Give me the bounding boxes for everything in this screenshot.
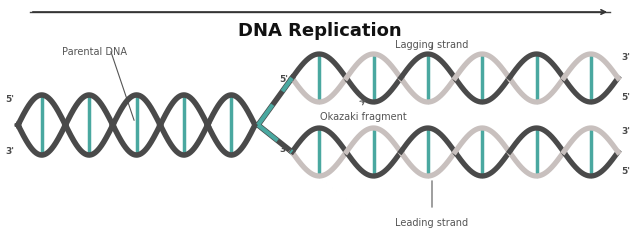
Text: Parental DNA: Parental DNA xyxy=(63,47,127,57)
Text: 5': 5' xyxy=(621,168,630,176)
Text: 3': 3' xyxy=(621,54,630,62)
Text: 3': 3' xyxy=(5,146,14,156)
Text: Lagging strand: Lagging strand xyxy=(396,40,468,50)
Text: 3': 3' xyxy=(279,145,288,155)
Text: DNA Replication: DNA Replication xyxy=(238,22,402,40)
Text: Okazaki fragment: Okazaki fragment xyxy=(320,112,407,122)
Text: 5': 5' xyxy=(621,94,630,102)
Text: 3': 3' xyxy=(621,127,630,137)
Text: Leading strand: Leading strand xyxy=(396,218,468,228)
Text: 5': 5' xyxy=(279,76,288,84)
Text: 5': 5' xyxy=(5,95,14,103)
